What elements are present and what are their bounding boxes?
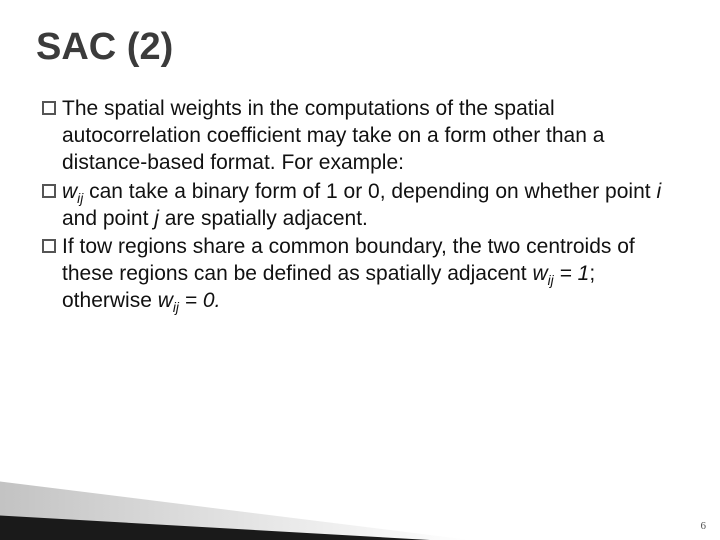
var-i: i <box>656 180 661 203</box>
page-number: 6 <box>701 520 707 532</box>
bullet-square-icon <box>42 101 56 115</box>
bullet-item: The spatial weights in the computations … <box>42 96 672 177</box>
var-wij: wij = 0. <box>158 289 221 312</box>
bullet-item: If tow regions share a common boundary, … <box>42 234 672 315</box>
bullet-square-icon <box>42 184 56 198</box>
var-wij: wij = 1 <box>532 262 589 285</box>
bullet-text: The spatial weights in the computations … <box>62 96 672 177</box>
bullet-square-icon <box>42 239 56 253</box>
body-text: The spatial weights in the computations … <box>42 96 672 317</box>
slide-title: SAC (2) <box>36 26 173 69</box>
slide: SAC (2) The spatial weights in the compu… <box>0 0 720 540</box>
bullet-item: wij can take a binary form of 1 or 0, de… <box>42 179 672 233</box>
bullet-text: If tow regions share a common boundary, … <box>62 234 672 315</box>
bullet-text: wij can take a binary form of 1 or 0, de… <box>62 179 672 233</box>
var-wij: wij <box>62 180 83 203</box>
